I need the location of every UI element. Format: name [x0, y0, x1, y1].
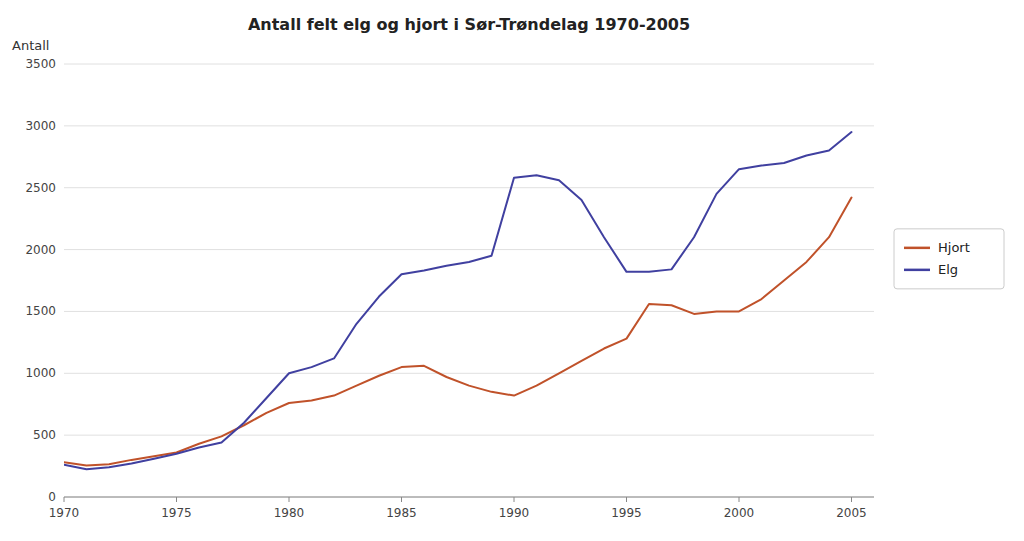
series-line — [64, 198, 852, 466]
grid-line — [64, 125, 874, 126]
x-tick — [739, 497, 740, 502]
x-tick-label: 2000 — [724, 506, 755, 520]
x-tick — [401, 497, 402, 502]
legend-box — [894, 229, 1004, 289]
x-tick-label: 2005 — [836, 506, 867, 520]
series-group — [64, 132, 852, 469]
y-tick-label: 3500 — [25, 57, 56, 71]
grid-line — [64, 311, 874, 312]
y-tick-label: 1000 — [25, 366, 56, 380]
y-axis-label: Antall — [12, 38, 49, 53]
y-tick-label: 1500 — [25, 304, 56, 318]
x-tick — [514, 497, 515, 502]
x-tick-label: 1985 — [386, 506, 417, 520]
grid-line — [64, 249, 874, 250]
chart: Antall felt elg og hjort i Sør-Trøndelag… — [0, 0, 1024, 541]
x-tick — [176, 497, 177, 502]
x-tick — [626, 497, 627, 502]
x-tick — [289, 497, 290, 502]
grid-line — [64, 64, 874, 65]
y-tick-label: 500 — [33, 428, 56, 442]
series-line — [64, 132, 852, 469]
x-tick — [851, 497, 852, 502]
axes: 0 500 1000 1500 2000 2500 3000 3500 1970 1975 1980… — [25, 57, 874, 520]
x-tick-label: 1990 — [499, 506, 530, 520]
grid-line — [64, 435, 874, 436]
legend-label: Elg — [938, 262, 958, 277]
y-tick-label: 2500 — [25, 181, 56, 195]
x-tick — [64, 497, 65, 502]
grid-line — [64, 497, 874, 498]
y-tick-label: 0 — [48, 490, 56, 504]
y-tick-label: 2000 — [25, 243, 56, 257]
legend-swatch — [904, 269, 930, 272]
x-tick-label: 1995 — [611, 506, 642, 520]
x-tick-label: 1975 — [161, 506, 192, 520]
x-tick-label: 1970 — [49, 506, 80, 520]
grid-line — [64, 187, 874, 188]
y-tick-label: 3000 — [25, 119, 56, 133]
grid — [64, 64, 874, 497]
legend-label: Hjort — [938, 240, 970, 255]
legend-swatch — [904, 247, 930, 250]
x-tick-label: 1980 — [274, 506, 305, 520]
legend: Hjort Elg — [894, 229, 1004, 289]
title: Antall felt elg og hjort i Sør-Trøndelag… — [248, 15, 690, 34]
grid-line — [64, 373, 874, 374]
x-axis-line — [64, 497, 874, 498]
